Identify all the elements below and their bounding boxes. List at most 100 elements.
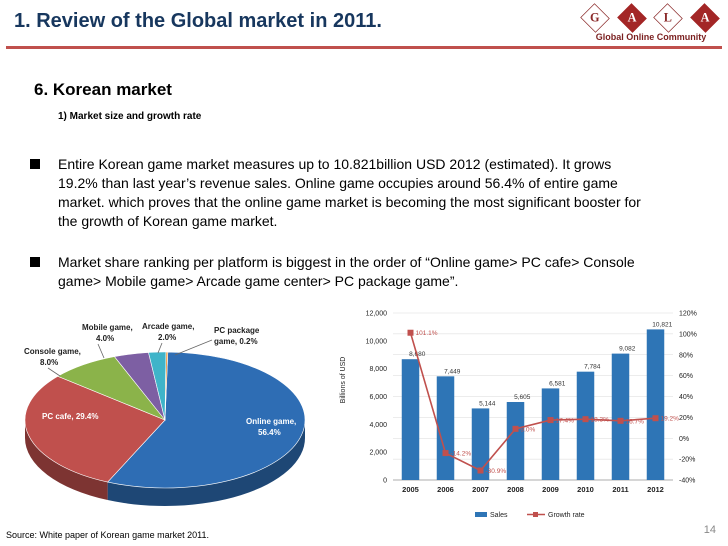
pie-label-pccafe: PC cafe, 29.4% xyxy=(42,412,99,421)
pie-value-arcade: 2.0% xyxy=(158,333,176,342)
pie-value-console: 8.0% xyxy=(40,358,58,367)
bar-value-label: 6,581 xyxy=(549,380,566,387)
growth-marker xyxy=(477,467,484,474)
bar-value-label: 9,082 xyxy=(619,346,636,353)
y2-tick-label: 100% xyxy=(679,331,697,338)
logo-letters: G A L A xyxy=(580,3,720,33)
growth-value-label: 9.0% xyxy=(521,426,536,433)
growth-marker xyxy=(407,329,414,336)
x-tick-label: 2009 xyxy=(542,485,559,494)
growth-value-label: 101.1% xyxy=(416,330,438,337)
legend-marker-growth xyxy=(533,512,538,517)
growth-value-label: 19.2% xyxy=(661,416,680,423)
bar-sales-2007 xyxy=(471,408,490,480)
bullet-item: Market share ranking per platform is big… xyxy=(30,253,660,291)
pie-label-mobile: Mobile game, xyxy=(82,323,133,332)
growth-value-label: -14.2% xyxy=(451,451,472,458)
pie-slice-pcpackage xyxy=(164,351,169,421)
x-tick-label: 2007 xyxy=(472,485,489,494)
bullet-text: Entire Korean game market measures up to… xyxy=(58,156,641,229)
pie-value-mobile: 4.0% xyxy=(96,334,114,343)
growth-marker xyxy=(547,417,554,424)
logo-subtitle: Global Online Community xyxy=(595,32,707,42)
bar-sales-2012 xyxy=(646,329,665,480)
pie-side-pccafe xyxy=(25,420,108,501)
bar-value-label: 5,605 xyxy=(514,394,531,401)
y2-tick-label: -40% xyxy=(679,478,695,485)
y2-tick-label: 80% xyxy=(679,352,693,359)
y-tick-label: 2,000 xyxy=(369,450,387,457)
legend-swatch-sales xyxy=(475,512,487,517)
pie-label-arcade: Arcade game, xyxy=(142,322,194,331)
y-tick-label: 12,000 xyxy=(366,311,388,318)
bar-value-label: 7,784 xyxy=(584,364,601,371)
y-tick-label: 8,000 xyxy=(369,366,387,373)
growth-value-label: 17.4% xyxy=(556,418,575,425)
growth-value-label: 16.7% xyxy=(626,418,645,425)
pie-leader-mobile xyxy=(97,343,105,359)
x-tick-label: 2011 xyxy=(612,485,628,494)
source-note: Source: White paper of Korean game marke… xyxy=(6,530,209,540)
pie-value-online: 56.4% xyxy=(258,428,281,437)
subsection-title: 1) Market size and growth rate xyxy=(58,111,202,122)
y-tick-label: 6,000 xyxy=(369,394,387,401)
pie-slice-online xyxy=(107,351,306,489)
section-title: 6. Korean market xyxy=(34,80,172,99)
pie-slice-pccafe xyxy=(24,375,166,483)
pie-side-online xyxy=(107,420,305,506)
pie-value-pcpackage: game, 0.2% xyxy=(214,337,258,346)
gala-logo: G A L A Global Online Community xyxy=(578,3,724,46)
bar-sales-2006 xyxy=(436,376,455,480)
growth-rate-line xyxy=(409,332,656,472)
logo-letter-g: G xyxy=(580,3,610,33)
bar-sales-2010 xyxy=(576,371,595,480)
x-tick-label: 2012 xyxy=(647,485,664,494)
y-tick-label: 10,000 xyxy=(366,338,388,345)
y2-tick-label: 60% xyxy=(679,373,693,380)
square-bullet-icon xyxy=(30,257,40,267)
y2-tick-label: 40% xyxy=(679,394,693,401)
growth-marker xyxy=(652,415,659,422)
pie-chart: Mobile game, 4.0% Arcade game, 2.0% PC p… xyxy=(0,308,345,526)
bar-value-label: 5,144 xyxy=(479,400,496,407)
x-tick-label: 2006 xyxy=(437,485,454,494)
sales-growth-chart: Billions of USD 0 2,000 4,000 6,000 8,000 10,… xyxy=(335,300,725,524)
pie-leader-console xyxy=(47,367,61,377)
square-bullet-icon xyxy=(30,159,40,169)
y2-tick-label: -20% xyxy=(679,457,695,464)
pie-label-online: Online game, xyxy=(246,417,296,426)
y-axis-label: Billions of USD xyxy=(340,357,347,404)
bar-value-label: 10,821 xyxy=(652,321,672,328)
bar-sales-2005 xyxy=(401,359,420,480)
legend-label-growth: Growth rate xyxy=(548,512,585,519)
pie-leader-arcade xyxy=(157,342,163,354)
y2-tick-label: 0% xyxy=(679,436,689,443)
growth-marker xyxy=(617,417,624,424)
growth-marker xyxy=(582,416,589,423)
x-tick-label: 2008 xyxy=(507,485,524,494)
growth-value-label: -30.9% xyxy=(486,468,507,475)
logo-letter-a: A xyxy=(616,3,647,33)
pie-leader-pcpackage xyxy=(174,339,213,356)
bullet-item: Entire Korean game market measures up to… xyxy=(30,155,650,231)
bar-chart-svg: Billions of USD 0 2,000 4,000 6,000 8,000 10,… xyxy=(340,311,697,520)
pie-label-console: Console game, xyxy=(24,347,81,356)
legend-label-sales: Sales xyxy=(490,512,508,519)
page-title: 1. Review of the Global market in 2011. xyxy=(14,10,382,32)
pie-label-pcpackage: PC package xyxy=(214,326,260,335)
bullet-text: Market share ranking per platform is big… xyxy=(58,254,635,289)
title-divider xyxy=(6,46,722,49)
y2-tick-label: 120% xyxy=(679,311,697,318)
logo-letter-l: L xyxy=(653,3,684,33)
bar-sales-2009 xyxy=(541,388,560,480)
bar-sales-2011 xyxy=(611,353,630,480)
y-tick-label: 4,000 xyxy=(369,422,387,429)
growth-marker xyxy=(442,450,449,457)
logo-letter-a2: A xyxy=(690,3,720,33)
pie-chart-svg: Mobile game, 4.0% Arcade game, 2.0% PC p… xyxy=(24,322,306,506)
growth-value-label: 18.3% xyxy=(591,417,610,424)
bar-value-label: 7,449 xyxy=(444,368,461,375)
x-tick-label: 2005 xyxy=(402,485,419,494)
x-tick-label: 2010 xyxy=(577,485,594,494)
y-tick-label: 0 xyxy=(383,478,387,485)
